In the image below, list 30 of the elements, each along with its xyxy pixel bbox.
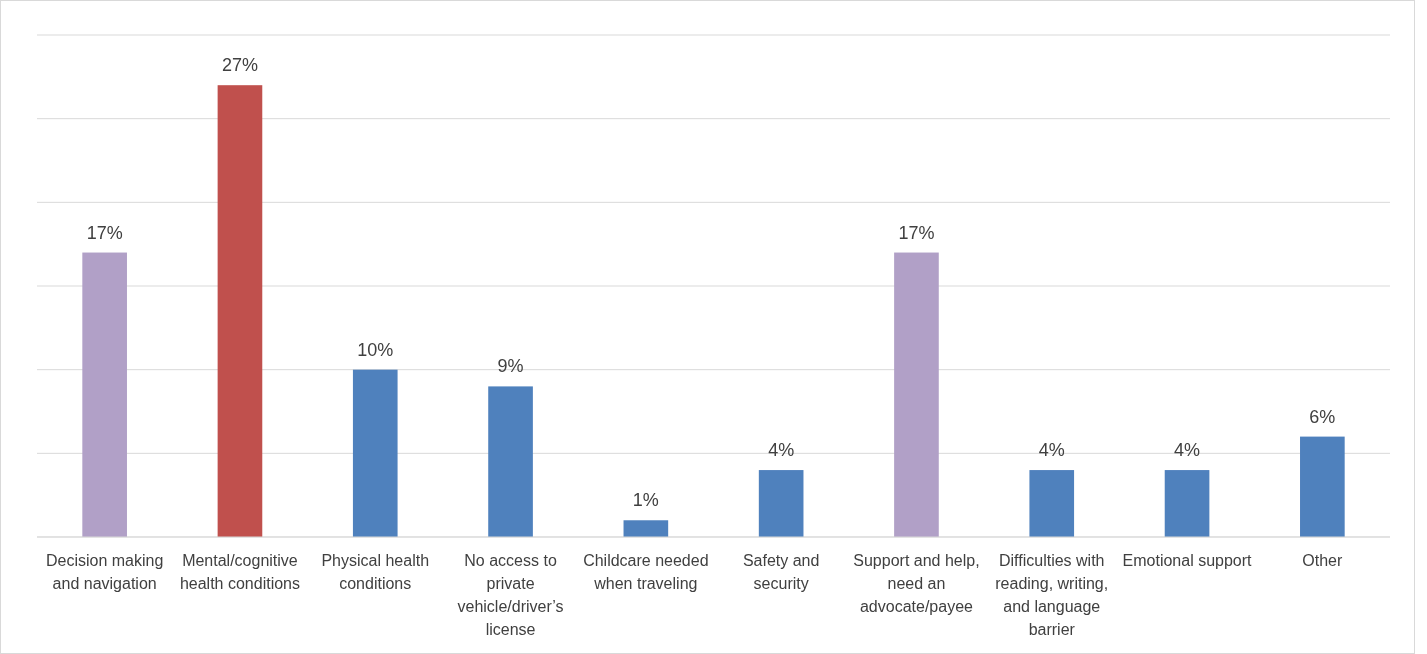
x-tick-label: No access to private vehicle/driver’s license — [457, 552, 564, 638]
x-tick-label: Physical health conditions — [321, 552, 430, 592]
bar — [82, 252, 127, 537]
x-tick-label: Mental/cognitive health conditions — [179, 552, 300, 592]
data-label: 4% — [1038, 440, 1065, 461]
x-tick-label: Safety and security — [742, 552, 820, 592]
data-label: 17% — [86, 222, 123, 243]
x-tick-label: Emotional support — [1122, 552, 1253, 569]
data-label: 1% — [632, 490, 659, 511]
bar — [352, 369, 398, 537]
data-label: 6% — [1309, 406, 1336, 427]
data-label: 27% — [221, 55, 258, 76]
bar — [894, 252, 939, 537]
x-tick-label: Childcare needed when traveling — [583, 552, 709, 592]
data-label: 17% — [898, 222, 935, 243]
x-tick-label: Difficulties with reading, writing, and language barrier — [995, 552, 1109, 638]
bar — [1300, 436, 1345, 537]
bar — [1164, 470, 1210, 537]
x-tick-label: Decision making and navigation — [45, 552, 164, 592]
x-tick-label: Other — [1302, 552, 1344, 569]
data-label: 9% — [497, 356, 524, 377]
data-label: 4% — [768, 440, 795, 461]
bar — [1029, 470, 1075, 537]
bar — [488, 386, 533, 537]
bar — [758, 470, 804, 537]
data-label: 10% — [357, 339, 394, 360]
data-label: 4% — [1174, 440, 1201, 461]
x-tick-label: Support and help, need an advocate/payee — [853, 552, 980, 615]
bar — [623, 520, 669, 537]
bar — [217, 85, 263, 537]
